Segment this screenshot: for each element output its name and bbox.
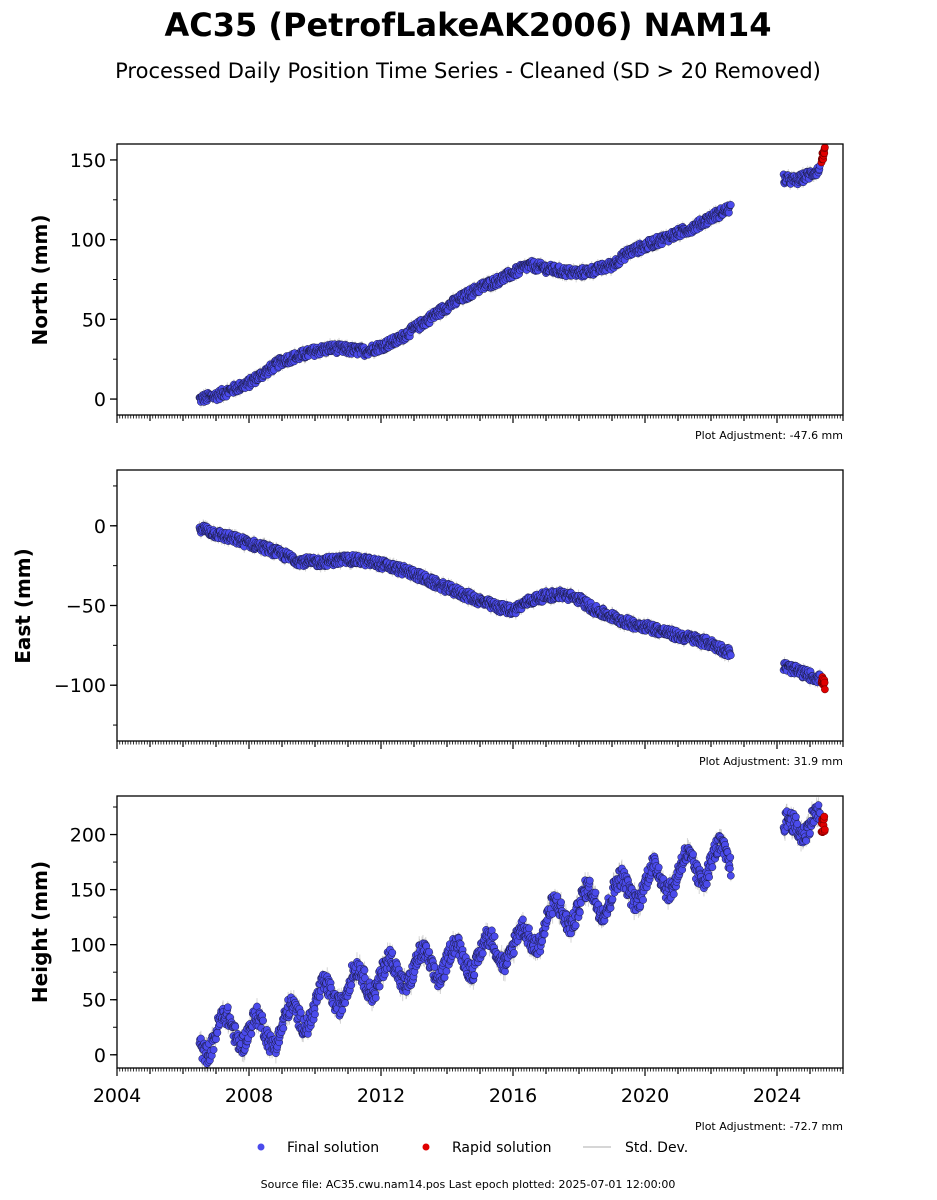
- north-y-tick-label: 150: [70, 150, 106, 172]
- north-y-ticks: 0 50 100 150: [70, 150, 117, 411]
- north-y-tick-label: 50: [82, 309, 106, 331]
- north-plot-adjustment: Plot Adjustment: -47.6 mm: [695, 429, 843, 442]
- north-points: [195, 143, 829, 406]
- north-y-axis-label: North (mm): [28, 214, 52, 345]
- east-points: [195, 521, 829, 694]
- figure-subtitle: Processed Daily Position Time Series - C…: [115, 59, 821, 83]
- north-y-tick-label: 100: [70, 230, 106, 252]
- east-panel: 0−50−100 East (mm) Plot Adjustment: 31.9…: [11, 469, 844, 768]
- figure-title: AC35 (PetrofLakeAK2006) NAM14: [164, 6, 771, 44]
- north-rapid-point: [821, 143, 829, 152]
- north-y-tick-label: 0: [94, 389, 106, 411]
- north-x-ticks: [116, 415, 844, 423]
- north-std-dev-bars: [199, 161, 821, 408]
- north-panel: 0 50 100 150 North (mm) Plot Adjustment: -4…: [28, 143, 844, 442]
- north-axes-frame: [116, 143, 844, 416]
- north-final-point: [726, 201, 735, 209]
